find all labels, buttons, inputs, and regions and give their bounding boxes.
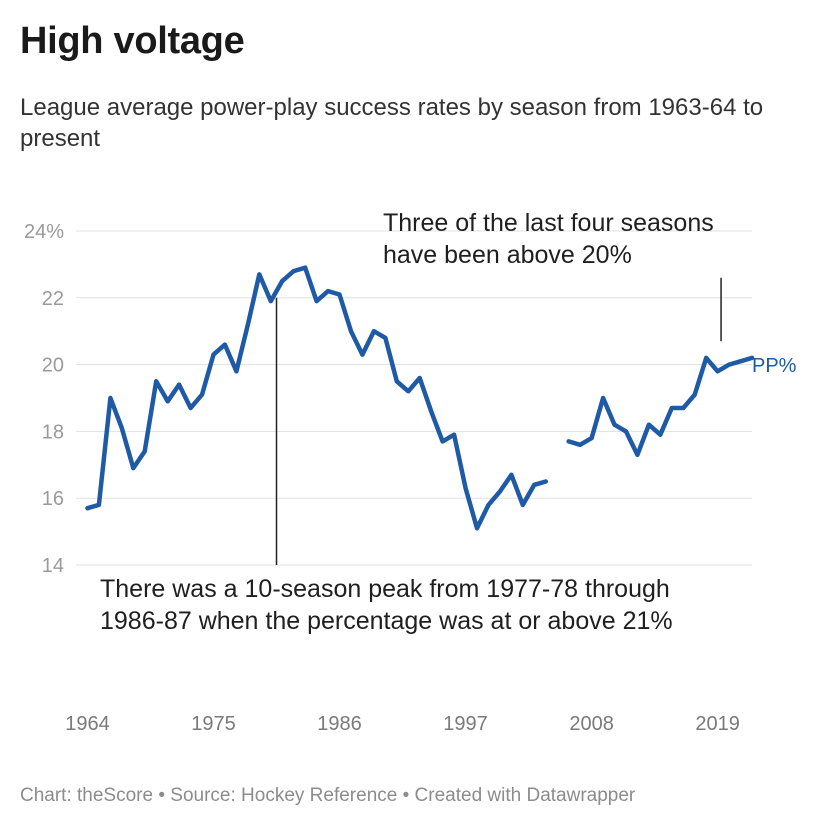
data-point bbox=[131, 466, 136, 471]
x-tick-label: 1975 bbox=[191, 713, 236, 735]
annotation-recent: Three of the last four seasons have been… bbox=[383, 209, 721, 269]
data-point bbox=[291, 269, 296, 274]
y-tick-label: 16 bbox=[42, 488, 64, 510]
data-point bbox=[612, 422, 617, 427]
data-point bbox=[543, 479, 548, 484]
data-point bbox=[222, 342, 227, 347]
data-point bbox=[440, 439, 445, 444]
data-point bbox=[383, 335, 388, 340]
data-point bbox=[119, 426, 124, 431]
annotation-peak: There was a 10-season peak from 1977-78 … bbox=[100, 575, 677, 635]
data-point bbox=[658, 432, 663, 437]
y-tick-label: 20 bbox=[42, 355, 64, 377]
data-point bbox=[475, 526, 479, 531]
y-tick-label: 18 bbox=[42, 421, 64, 443]
data-point bbox=[463, 486, 468, 491]
annotation-recent-line-1: Three of the last four seasons bbox=[383, 209, 714, 237]
data-point bbox=[257, 272, 262, 277]
data-point bbox=[211, 352, 216, 357]
x-tick-label: 1997 bbox=[443, 713, 488, 735]
gridlines bbox=[76, 230, 752, 566]
data-point bbox=[715, 369, 720, 374]
data-point bbox=[406, 389, 411, 394]
data-point bbox=[509, 472, 514, 477]
data-point bbox=[245, 322, 250, 327]
chart-subtitle: League average power-play success rates … bbox=[20, 94, 764, 152]
data-point bbox=[429, 409, 434, 414]
data-point bbox=[360, 352, 365, 357]
data-point bbox=[154, 379, 159, 384]
data-point bbox=[532, 482, 537, 487]
data-point bbox=[96, 502, 101, 507]
data-point bbox=[669, 406, 674, 410]
data-point bbox=[486, 502, 491, 507]
data-point bbox=[578, 442, 583, 447]
data-point bbox=[635, 452, 640, 457]
data-point bbox=[646, 422, 651, 427]
data-point bbox=[371, 329, 376, 334]
data-point bbox=[727, 362, 732, 367]
chart-title: High voltage bbox=[20, 20, 245, 62]
data-point bbox=[142, 449, 147, 454]
data-point bbox=[234, 369, 239, 374]
data-point bbox=[268, 299, 273, 304]
data-point bbox=[165, 399, 170, 404]
data-point bbox=[314, 299, 319, 304]
data-point bbox=[394, 379, 399, 384]
data-point bbox=[566, 439, 571, 444]
data-point bbox=[177, 382, 182, 387]
data-point bbox=[303, 265, 308, 270]
data-point bbox=[85, 506, 90, 511]
x-axis-ticks: 1964 1975 1986 1997 2008 2019 bbox=[65, 713, 740, 735]
data-point bbox=[704, 355, 709, 360]
data-point bbox=[520, 502, 525, 507]
annotation-lines bbox=[275, 277, 722, 565]
data-point bbox=[108, 396, 113, 400]
data-point bbox=[497, 489, 502, 494]
data-point bbox=[624, 429, 628, 434]
data-point bbox=[452, 432, 457, 437]
data-point bbox=[681, 406, 686, 410]
x-tick-label: 1964 bbox=[65, 713, 110, 735]
y-tick-label: 14 bbox=[42, 555, 64, 577]
data-point bbox=[738, 359, 743, 364]
data-point bbox=[750, 355, 754, 360]
series-line bbox=[85, 265, 755, 531]
data-point bbox=[337, 292, 342, 297]
data-point bbox=[200, 392, 204, 397]
annotation-peak-line-1: There was a 10-season peak from 1977-78 … bbox=[100, 575, 670, 603]
data-point bbox=[326, 289, 331, 294]
chart-footer: Chart: theScore • Source: Hockey Referen… bbox=[20, 785, 636, 806]
data-point bbox=[692, 392, 697, 397]
y-axis-ticks: 24% 22 20 18 16 14 bbox=[24, 221, 64, 577]
data-point bbox=[280, 279, 285, 284]
series-layer bbox=[85, 265, 755, 531]
data-point bbox=[349, 329, 353, 334]
annotation-peak-line-2: 1986-87 when the percentage was at or ab… bbox=[100, 607, 673, 635]
data-point bbox=[188, 406, 193, 410]
y-tick-label: 24% bbox=[24, 221, 64, 243]
data-point bbox=[589, 436, 594, 441]
series-label: PP% bbox=[752, 355, 797, 377]
data-point bbox=[417, 376, 422, 380]
annotation-recent-line-2: have been above 20% bbox=[383, 241, 632, 269]
y-tick-label: 22 bbox=[42, 288, 64, 310]
x-tick-label: 2019 bbox=[695, 713, 740, 735]
data-point bbox=[601, 396, 606, 400]
x-tick-label: 1986 bbox=[317, 713, 362, 735]
x-tick-label: 2008 bbox=[569, 713, 614, 735]
